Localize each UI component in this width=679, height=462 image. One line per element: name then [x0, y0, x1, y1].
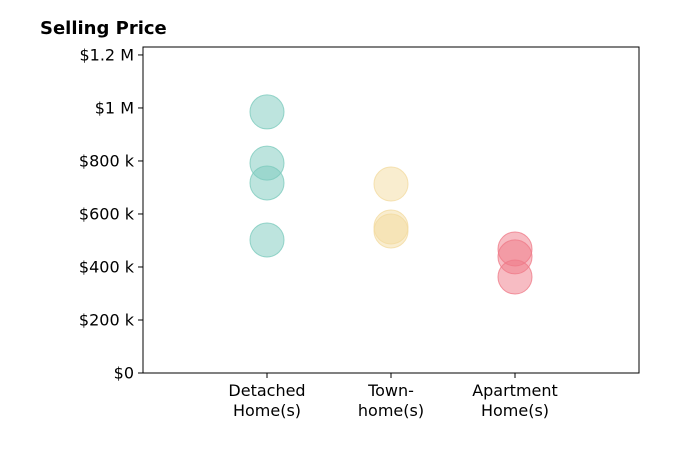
point: [249, 222, 285, 258]
point: [249, 94, 285, 130]
x-tick-label: Town- home(s): [357, 381, 425, 420]
point: [497, 259, 533, 295]
point: [373, 213, 409, 249]
point: [249, 165, 285, 201]
point: [373, 166, 409, 202]
y-tick-label: $1 M: [95, 98, 134, 117]
x-tick-label: Apartment Home(s): [472, 381, 558, 420]
y-tick-label: $0: [114, 364, 134, 383]
y-tick-label: $800 k: [79, 151, 135, 170]
chart-title: Selling Price: [40, 18, 167, 39]
y-tick-label: $400 k: [79, 257, 135, 276]
x-tick-label: Detached Home(s): [228, 381, 306, 420]
y-tick-label: $1.2 M: [79, 45, 134, 64]
y-tick-label: $200 k: [79, 310, 135, 329]
y-tick-label: $600 k: [79, 204, 135, 223]
